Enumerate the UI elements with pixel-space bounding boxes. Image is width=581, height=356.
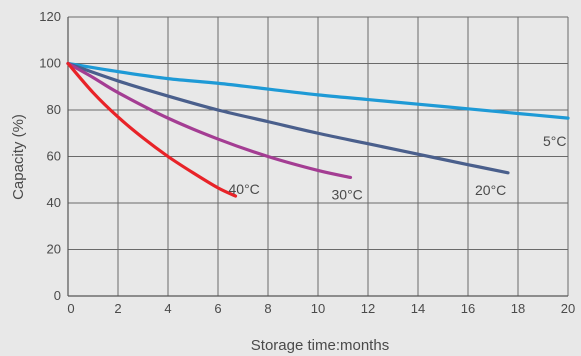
series-label-30c: 30°C — [332, 186, 363, 202]
x-tick-label: 4 — [164, 301, 171, 316]
x-tick-label: 12 — [361, 301, 375, 316]
y-tick-label: 120 — [39, 9, 61, 24]
x-tick-label: 10 — [311, 301, 325, 316]
x-tick-label: 0 — [67, 301, 74, 316]
x-axis-title: Storage time:months — [251, 337, 389, 354]
series-line-40c — [66, 61, 238, 198]
series-label-20c: 20°C — [475, 182, 506, 198]
y-tick-label: 40 — [47, 195, 61, 210]
y-tick-label: 100 — [39, 56, 61, 71]
y-tick-label: 80 — [47, 102, 61, 117]
series-label-40c: 40°C — [229, 181, 260, 197]
x-tick-label: 18 — [511, 301, 525, 316]
y-tick-label: 0 — [54, 288, 61, 303]
series-line-30c — [66, 61, 353, 180]
series-label-5c: 5°C — [543, 133, 567, 149]
x-tick-label: 16 — [461, 301, 475, 316]
series-line-20c — [66, 61, 510, 175]
x-tick-label: 14 — [411, 301, 425, 316]
axes: 0 2 4 6 8 10 12 14 16 18 20 0 20 40 60 80 100 120 — [39, 9, 575, 316]
y-axis-title: Capacity (%) — [10, 114, 27, 200]
series-labels: 5°C 20°C 30°C 40°C — [229, 133, 567, 202]
x-tick-label: 2 — [114, 301, 121, 316]
x-tick-label: 20 — [561, 301, 575, 316]
x-tick-label: 8 — [264, 301, 271, 316]
y-tick-label: 60 — [47, 149, 61, 164]
grid — [68, 16, 569, 296]
series-lines — [66, 61, 570, 198]
y-tick-label: 20 — [47, 242, 61, 257]
series-line-5c — [66, 61, 570, 120]
x-tick-label: 6 — [214, 301, 221, 316]
